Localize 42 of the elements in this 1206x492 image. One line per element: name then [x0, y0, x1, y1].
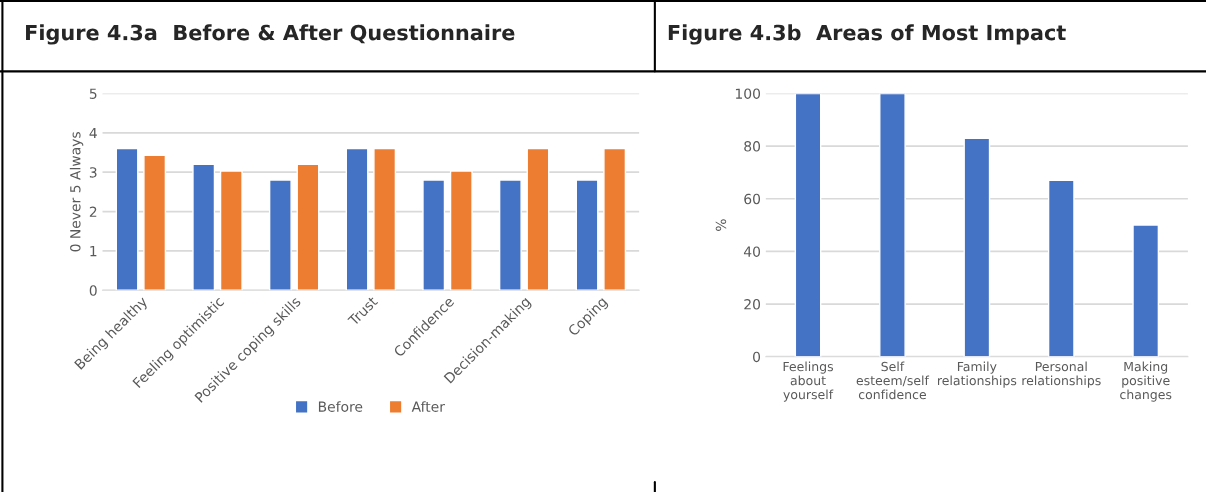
bar: [603, 147, 627, 291]
bar: [449, 170, 473, 291]
bar: [219, 170, 243, 291]
y-tick-label: 0: [753, 351, 761, 363]
x-tick-label: Feelings about yourself: [783, 361, 834, 402]
chart-title: Figure 4.3a Before & After Questionnaire: [26, 24, 515, 45]
bar: [115, 147, 139, 291]
bar: [1132, 224, 1160, 357]
bar: [345, 147, 369, 291]
y-tick-label: 1: [90, 246, 97, 257]
bar: [879, 93, 906, 357]
y-axis-title: %: [715, 219, 727, 231]
y-tick-label: 40: [743, 246, 761, 257]
x-tick-label: Personal relationships: [1022, 361, 1101, 388]
y-tick-label: 0: [89, 285, 97, 296]
chart-title: Figure 4.3b Areas of Most Impact: [668, 24, 1066, 45]
y-tick-label: 5: [89, 88, 97, 99]
x-tick-label: Making positive changes: [1120, 361, 1172, 402]
y-tick-label: 20: [744, 299, 761, 310]
y-tick-label: 3: [89, 167, 97, 178]
bar: [296, 163, 320, 291]
y-tick-label: 2: [89, 206, 97, 217]
y-tick-label: 80: [744, 141, 761, 152]
bar: [794, 93, 822, 357]
y-tick-label: 4: [89, 127, 97, 139]
bar: [526, 147, 550, 291]
bar: [1047, 179, 1075, 357]
x-tick-label: Self esteem/self confidence: [856, 361, 930, 400]
bar: [268, 179, 292, 291]
x-tick-label: Family relationships: [938, 361, 1017, 388]
bar: [963, 137, 991, 357]
bar: [143, 154, 167, 291]
bar: [575, 179, 599, 291]
bar: [422, 179, 446, 291]
bar: [498, 179, 522, 291]
legend-label: Before: [318, 401, 363, 412]
bar: [192, 163, 216, 291]
y-tick-label: 60: [744, 193, 761, 205]
y-axis-title: 0 Never 5 Always: [69, 132, 84, 252]
y-tick-label: 100: [735, 88, 761, 99]
bar: [373, 147, 397, 291]
legend-label: After: [411, 401, 445, 412]
